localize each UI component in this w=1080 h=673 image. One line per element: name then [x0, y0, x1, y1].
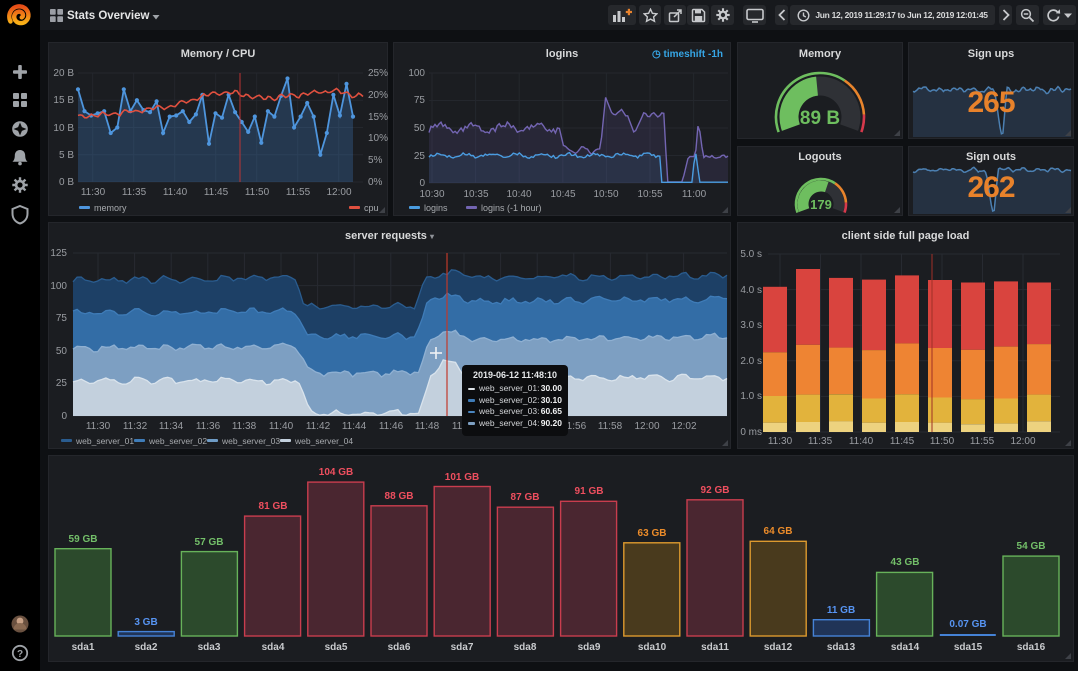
- svg-text:179: 179: [810, 197, 832, 212]
- svg-text:?: ?: [17, 649, 23, 660]
- svg-text:89 B: 89 B: [800, 108, 840, 129]
